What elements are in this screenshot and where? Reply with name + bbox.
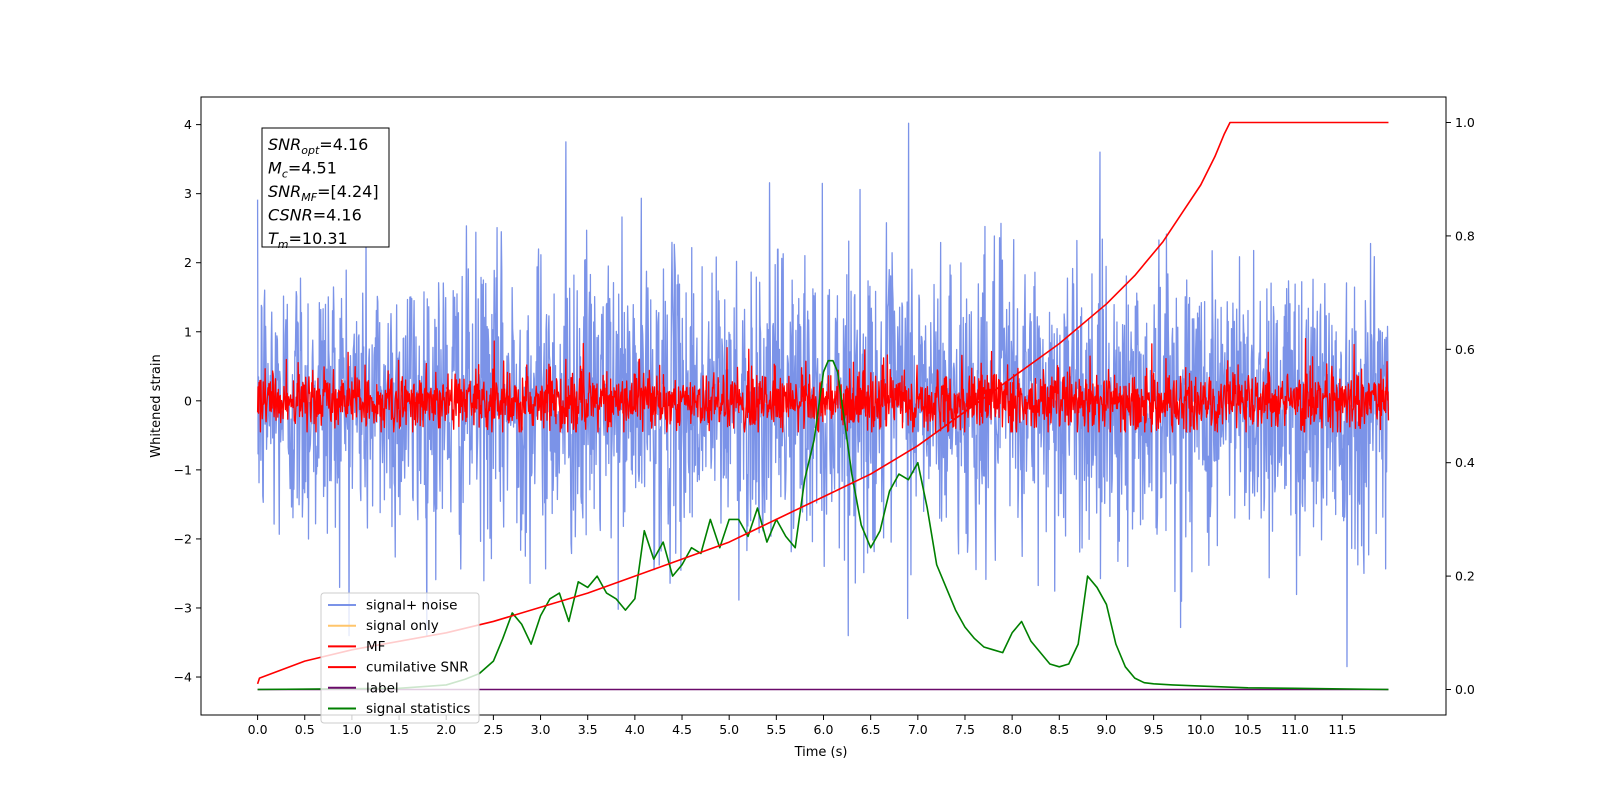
- y-left-tick-label: 3: [184, 186, 192, 201]
- x-tick-label: 4.0: [625, 722, 645, 737]
- y-left-tick-label: 1: [184, 324, 192, 339]
- legend-label: label: [366, 680, 399, 696]
- x-tick-label: 1.5: [389, 722, 409, 737]
- y-left-tick-label: 2: [184, 255, 192, 270]
- x-tick-label: 6.5: [861, 722, 881, 737]
- legend-label: signal+ noise: [366, 598, 457, 614]
- y-left-tick-label: 0: [184, 393, 192, 408]
- series-mf: [256, 338, 1390, 433]
- x-tick-label: 0.0: [248, 722, 268, 737]
- y-left-tick-label: −1: [174, 462, 192, 477]
- x-tick-label: 1.0: [342, 722, 362, 737]
- x-tick-label: 3.5: [578, 722, 598, 737]
- x-tick-label: 4.5: [672, 722, 692, 737]
- x-tick-label: 5.0: [719, 722, 739, 737]
- x-tick-label: 3.0: [531, 722, 551, 737]
- x-tick-label: 8.0: [1002, 722, 1022, 737]
- legend: signal+ noise signal only MF cumilative SNR…: [320, 592, 480, 724]
- info-line: Mc=4.51: [268, 159, 337, 181]
- x-axis-label: Time (s): [794, 745, 848, 760]
- x-tick-label: 5.5: [766, 722, 786, 737]
- x-tick-label: 7.0: [908, 722, 928, 737]
- x-tick-label: 9.5: [1144, 722, 1164, 737]
- x-tick-label: 11.0: [1281, 722, 1309, 737]
- y-right-tick-label: 0.4: [1455, 455, 1475, 470]
- info-box-frame: [261, 127, 390, 248]
- legend-label: cumilative SNR: [366, 660, 469, 676]
- y-left-tick-label: −2: [174, 531, 192, 546]
- y-right-tick-label: 0.6: [1455, 342, 1475, 357]
- legend-label: signal only: [366, 618, 439, 634]
- info-line: CSNR=4.16: [268, 206, 362, 225]
- y-right-tick-label: 0.8: [1455, 228, 1475, 243]
- info-line: SNRopt=4.16: [268, 135, 368, 157]
- x-tick-label: 8.5: [1049, 722, 1069, 737]
- y-axis-label: Whitened strain: [149, 354, 164, 457]
- x-tick-label: 7.5: [955, 722, 975, 737]
- legend-label: signal statistics: [366, 701, 470, 717]
- x-tick-label: 10.5: [1234, 722, 1262, 737]
- legend-frame: [320, 592, 480, 724]
- y-left-tick-label: −3: [174, 600, 192, 615]
- y-right-tick-label: 1.0: [1455, 115, 1475, 130]
- x-tick-label: 2.0: [436, 722, 456, 737]
- x-tick-label: 9.0: [1097, 722, 1117, 737]
- legend-label: MF: [366, 639, 385, 655]
- x-tick-label: 6.0: [814, 722, 834, 737]
- y-left-tick-label: −4: [174, 670, 192, 685]
- y-right-tick-label: 0.0: [1455, 682, 1475, 697]
- x-tick-label: 10.0: [1187, 722, 1215, 737]
- x-tick-label: 2.5: [483, 722, 503, 737]
- x-tick-label: 11.5: [1328, 722, 1356, 737]
- info-line: SNRMF=[4.24]: [268, 182, 379, 204]
- series-signal-statistics: [257, 359, 1389, 691]
- x-tick-label: 0.5: [295, 722, 315, 737]
- y-right-tick-label: 0.2: [1455, 569, 1475, 584]
- info-line: Tm=10.31: [268, 229, 348, 251]
- y-left-tick-label: 4: [184, 117, 192, 132]
